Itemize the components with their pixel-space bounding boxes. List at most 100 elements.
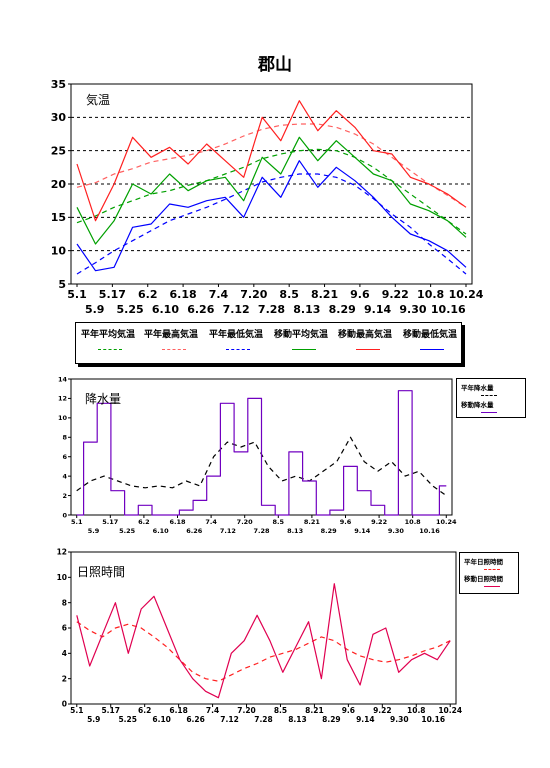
x-tick-label: 6.2 [138, 288, 158, 301]
x-tick-label: 5.17 [99, 288, 126, 301]
x-tick-label: 5.1 [71, 518, 83, 526]
y-tick-label: 12 [57, 548, 67, 557]
x-tick-label: 8.5 [274, 706, 287, 715]
x-tick-label: 5.9 [88, 527, 100, 535]
y-tick-label: 12 [58, 395, 67, 403]
x-tick-label: 6.2 [138, 518, 150, 526]
page-title: 郡山 [258, 55, 292, 75]
x-tick-label: 6.18 [169, 518, 186, 526]
legend-line [481, 412, 497, 413]
x-tick-label: 5.25 [119, 527, 136, 535]
x-tick-label: 8.5 [279, 288, 299, 301]
x-tick-label: 9.30 [390, 715, 409, 724]
x-tick-label: 10.8 [407, 706, 426, 715]
y-tick-label: 6 [62, 624, 67, 633]
x-tick-label: 9.6 [340, 518, 352, 526]
legend-label: 移動平均気温 [274, 330, 329, 340]
series-line-1-1 [76, 390, 447, 516]
legend-line [356, 349, 380, 350]
x-tick-label: 7.4 [209, 288, 229, 301]
x-tick-label: 7.20 [240, 288, 267, 301]
x-tick-label: 5.17 [102, 518, 118, 526]
x-tick-label: 8.21 [311, 288, 338, 301]
y-tick-label: 8 [62, 434, 67, 442]
x-tick-label: 8.29 [321, 527, 338, 535]
x-tick-label: 7.12 [220, 715, 239, 724]
legend-line [484, 569, 500, 570]
chart-title-temperature: 気温 [86, 93, 111, 107]
y-tick-label: 8 [62, 598, 67, 607]
x-tick-label: 6.10 [152, 715, 171, 724]
x-tick-label: 7.28 [258, 303, 285, 316]
x-tick-label: 6.18 [170, 288, 197, 301]
x-tick-label: 5.9 [85, 303, 105, 316]
legend-label: 平年降水量 [461, 384, 494, 392]
legend-label: 移動降水量 [461, 401, 494, 409]
legend-label: 平年平均気温 [81, 330, 136, 340]
y-tick-label: 0 [62, 700, 67, 709]
x-tick-label: 10.24 [449, 288, 484, 301]
x-tick-label: 8.13 [287, 527, 303, 535]
x-tick-label: 9.14 [354, 527, 371, 535]
x-tick-label: 10.16 [421, 715, 445, 724]
x-tick-label: 8.29 [329, 303, 356, 316]
sunshine-legend: 平年日照時間 移動日照時間 [459, 552, 519, 594]
legend-line [98, 349, 122, 350]
legend-label: 平年日照時間 [464, 558, 503, 566]
x-tick-label: 5.1 [67, 288, 87, 301]
legend-line [420, 349, 444, 350]
y-tick-label: 30 [51, 111, 67, 124]
x-tick-label: 9.14 [356, 715, 375, 724]
x-tick-label: 6.18 [169, 706, 188, 715]
legend-label: 移動日照時間 [464, 575, 503, 583]
x-tick-label: 10.24 [436, 518, 457, 526]
x-tick-label: 8.13 [288, 715, 307, 724]
x-tick-label: 8.21 [305, 706, 324, 715]
legend-line [162, 349, 186, 350]
x-tick-label: 7.12 [223, 303, 250, 316]
x-tick-label: 10.8 [405, 518, 422, 526]
y-tick-label: 6 [62, 453, 67, 461]
y-tick-label: 10 [58, 414, 68, 422]
series-line-0-4 [76, 100, 467, 222]
x-tick-label: 9.30 [399, 303, 426, 316]
x-tick-label: 6.26 [186, 715, 205, 724]
x-tick-label: 9.22 [382, 288, 409, 301]
y-tick-label: 35 [51, 78, 66, 91]
chart-title-sunshine: 日照時間 [77, 565, 126, 579]
x-tick-label: 5.25 [116, 303, 143, 316]
x-tick-label: 9.6 [350, 288, 370, 301]
legend-label: 平年最高気温 [144, 330, 199, 340]
x-tick-label: 9.30 [388, 527, 405, 535]
series-line-0-2 [76, 173, 467, 275]
x-tick-label: 5.17 [101, 706, 120, 715]
x-tick-label: 10.16 [431, 303, 466, 316]
x-tick-label: 5.9 [87, 715, 100, 724]
x-tick-label: 6.10 [153, 527, 170, 535]
y-tick-label: 10 [57, 573, 67, 582]
legend-label: 移動最高気温 [338, 330, 393, 340]
x-tick-label: 9.22 [373, 706, 392, 715]
y-tick-label: 4 [62, 649, 67, 658]
series-line-2-1 [76, 583, 451, 699]
legend-label: 移動最低気温 [403, 330, 458, 340]
y-tick-label: 20 [51, 178, 67, 191]
series-line-0-5 [76, 160, 467, 272]
legend-line [481, 395, 497, 396]
y-tick-label: 5 [58, 278, 66, 291]
x-tick-label: 7.4 [206, 706, 219, 715]
x-tick-label: 9.6 [342, 706, 355, 715]
x-tick-label: 7.12 [220, 527, 236, 535]
legend-line [226, 349, 250, 350]
y-tick-label: 2 [62, 674, 67, 683]
y-tick-label: 2 [62, 492, 67, 500]
x-tick-label: 5.25 [118, 715, 137, 724]
x-tick-label: 9.14 [364, 303, 391, 316]
series-line-0-3 [76, 136, 467, 245]
series-line-0-1 [76, 123, 467, 208]
y-tick-label: 14 [58, 375, 68, 383]
series-line-0-0 [76, 148, 467, 235]
y-tick-label: 10 [51, 245, 67, 258]
x-tick-label: 8.13 [293, 303, 320, 316]
